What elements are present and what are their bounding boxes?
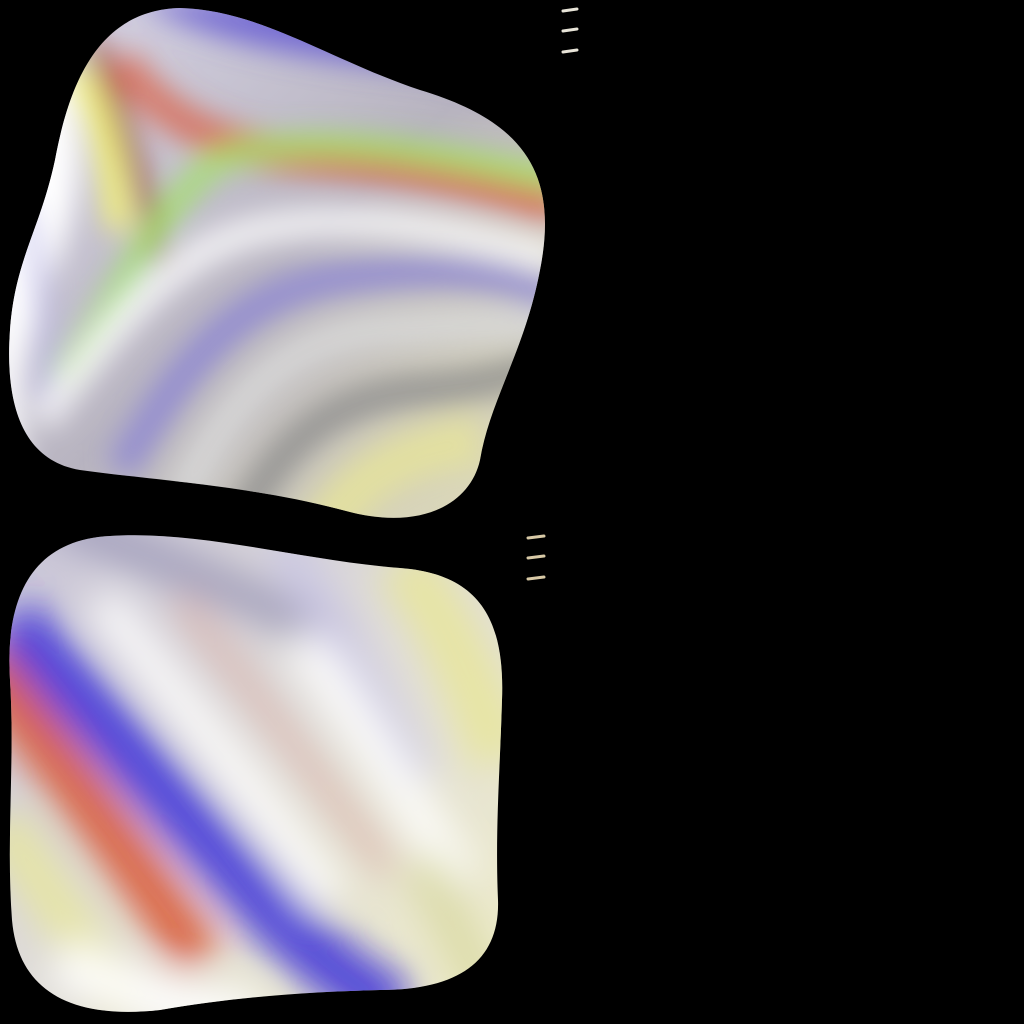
drag-handle-icon[interactable] (559, 5, 583, 57)
upper-iridescent-tile (9, 8, 545, 518)
lower-iridescent-tile (9, 535, 503, 1012)
drag-handle-icon[interactable] (524, 532, 548, 584)
